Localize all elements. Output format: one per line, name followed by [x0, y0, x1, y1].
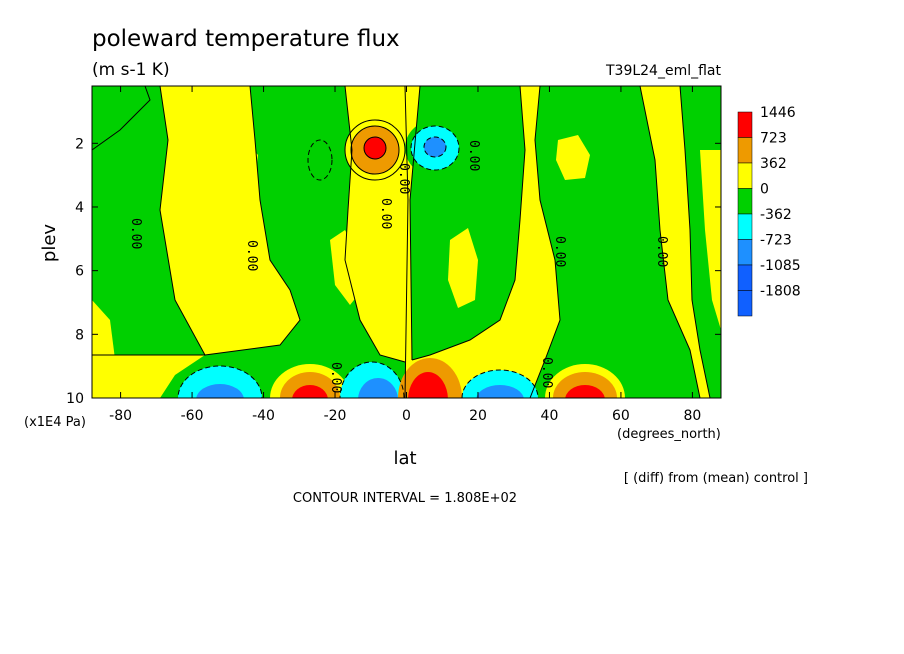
zero-label-1: 0.00 [128, 218, 143, 249]
lower-positive-1-core [292, 385, 328, 398]
region-pos-island-4 [556, 135, 590, 180]
y-units: (x1E4 Pa) [24, 415, 86, 430]
zero-label-6: 0.00 [552, 236, 567, 267]
x-tick-label-4: 0 [402, 408, 411, 424]
region-pos-island-6 [92, 300, 120, 398]
lower-negative-2-core [358, 378, 398, 398]
legend-label-5: -723 [760, 233, 792, 249]
legend-swatch-0 [737, 111, 753, 138]
chart-subtitle: (m s-1 K) [92, 60, 170, 80]
legend-swatch-2 [737, 162, 753, 189]
legend-label-1: 723 [760, 131, 787, 147]
x-tick-label-6: 40 [541, 408, 559, 424]
upper-negative-core [424, 137, 446, 157]
legend-swatch-6 [737, 264, 753, 291]
zero-contour-labels: 0.00 0.00 0.00 0.00 0.00 0.00 0.00 0.00 … [128, 140, 669, 393]
x-tick-label-3: -20 [324, 408, 347, 424]
region-pos-island-3 [448, 228, 478, 308]
region-pos-island-2 [330, 230, 362, 305]
zero-label-7: 0.00 [654, 236, 669, 267]
lower-negative-1-core [196, 384, 244, 398]
legend-swatch-7 [737, 290, 753, 317]
contour-lines [92, 86, 711, 398]
legend-label-2: 362 [760, 156, 787, 172]
legend-label-7: -1808 [760, 284, 801, 300]
legend-label-0: 1446 [760, 105, 796, 121]
legend-swatch-1 [737, 137, 753, 164]
y-tick-label-1: 4 [75, 200, 84, 216]
y-tick-label-2: 6 [75, 264, 84, 280]
legend-label-3: 0 [760, 182, 769, 198]
region-pos-island-1 [225, 140, 258, 182]
negative-contour-lines [177, 125, 539, 398]
x-units: (degrees_north) [617, 427, 721, 442]
y-axis: 2 4 6 8 10 [66, 136, 721, 407]
legend-label-6: -1085 [760, 258, 801, 274]
x-tick-label-7: 60 [612, 408, 630, 424]
contour-interval: CONTOUR INTERVAL = 1.808E+02 [293, 491, 517, 506]
zero-label-2: 0.00 [244, 240, 259, 271]
y-axis-label: plev [39, 224, 60, 263]
contour-field [92, 86, 721, 398]
x-tick-label-5: 20 [469, 408, 487, 424]
lower-negative-3-core [476, 385, 524, 398]
lower-negative-1 [178, 366, 262, 398]
zero-label-9: 0.00 [539, 357, 554, 388]
y-tick-label-3: 8 [75, 327, 84, 343]
x-tick-label-1: -60 [181, 408, 204, 424]
legend-label-4: -362 [760, 207, 792, 223]
zero-label-3: 0.00 [378, 198, 393, 229]
region-neg-midwest [160, 86, 405, 398]
lower-positive-2-core [408, 372, 448, 398]
x-axis: -80 -60 -40 -20 0 20 40 60 80 [109, 86, 701, 424]
region-pos-island-5 [700, 150, 721, 330]
x-tick-label-8: 80 [683, 408, 701, 424]
x-tick-label-2: -40 [252, 408, 275, 424]
diff-note: [ (diff) from (mean) control ] [624, 471, 808, 486]
legend-swatch-4 [737, 213, 753, 240]
x-axis-label: lat [393, 448, 416, 469]
legend-swatch-5 [737, 239, 753, 266]
run-label: T39L24_eml_flat [605, 63, 722, 79]
legend-swatch-3 [737, 188, 753, 215]
zero-label-5: 0.00 [466, 140, 481, 171]
y-tick-label-4: 10 [66, 391, 84, 407]
zero-label-4: 0.00 [396, 163, 411, 194]
x-tick-label-0: -80 [109, 408, 132, 424]
upper-positive-core [364, 137, 386, 159]
y-tick-label-0: 2 [75, 136, 84, 152]
chart-title: poleward temperature flux [92, 26, 400, 52]
region-neg-west [92, 86, 205, 355]
color-legend: 1446 723 362 0 -362 -723 -1085 -1808 [737, 105, 801, 317]
zero-label-8: 0.00 [328, 362, 343, 393]
lower-positive-3-core [565, 385, 605, 398]
